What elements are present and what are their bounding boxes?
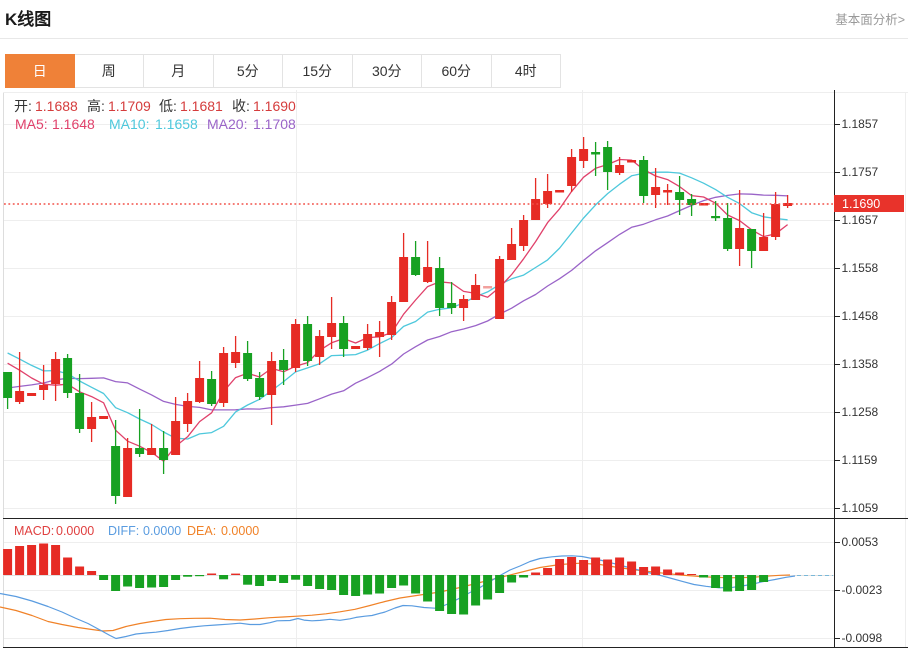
svg-text:1.1558: 1.1558 bbox=[842, 261, 879, 275]
svg-text:0.0053: 0.0053 bbox=[842, 535, 879, 549]
svg-text:1.1757: 1.1757 bbox=[842, 165, 879, 179]
svg-text:1.1358: 1.1358 bbox=[842, 357, 879, 371]
svg-text:-0.0098: -0.0098 bbox=[842, 631, 883, 645]
svg-text:1.1059: 1.1059 bbox=[842, 501, 879, 515]
svg-text:1.1258: 1.1258 bbox=[842, 405, 879, 419]
svg-text:1.1857: 1.1857 bbox=[842, 117, 879, 131]
svg-text:1.1657: 1.1657 bbox=[842, 213, 879, 227]
svg-text:1.1458: 1.1458 bbox=[842, 309, 879, 323]
svg-text:1.1159: 1.1159 bbox=[842, 453, 878, 467]
svg-text:1.1690: 1.1690 bbox=[842, 197, 880, 211]
svg-text:-0.0023: -0.0023 bbox=[842, 583, 883, 597]
